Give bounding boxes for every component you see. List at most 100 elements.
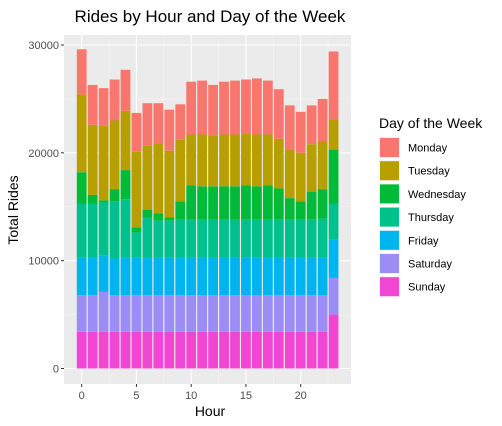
bar-segment-sunday	[219, 331, 229, 369]
legend-label-wednesday: Wednesday	[408, 189, 466, 201]
y-axis: 0 10000 20000 30000	[28, 40, 64, 376]
bar-segment-monday	[284, 105, 295, 150]
bar-segment-tuesday	[131, 151, 142, 228]
bar-segment-friday	[76, 257, 87, 296]
bar-segment-tuesday	[230, 134, 240, 187]
bar-segment-friday	[295, 257, 306, 296]
bar-segment-thursday	[273, 219, 284, 258]
x-tick-label: 15	[240, 390, 252, 402]
bar-segment-saturday	[109, 295, 120, 332]
y-tick-label: 10000	[28, 256, 59, 268]
bar-segment-friday	[230, 257, 240, 296]
bar-segment-saturday	[164, 295, 175, 332]
bar-segment-sunday	[252, 331, 262, 369]
bar-segment-monday	[219, 81, 229, 135]
bar-segment-saturday	[87, 295, 98, 332]
bar-segment-saturday	[131, 295, 142, 332]
bar-segment-saturday	[262, 295, 273, 332]
bar-segment-thursday	[175, 219, 186, 258]
legend-swatch-wednesday	[380, 184, 399, 204]
bar-segment-monday	[208, 84, 218, 136]
bar-segment-sunday	[109, 331, 120, 369]
bar-segment-tuesday	[87, 124, 98, 195]
bar-segment-thursday	[208, 219, 218, 258]
legend-label-tuesday: Tuesday	[408, 166, 450, 178]
bar-segment-friday	[328, 239, 339, 278]
bar-segment-saturday	[219, 295, 229, 332]
y-tick-label: 0	[53, 364, 59, 376]
bar-segment-thursday	[328, 203, 339, 240]
legend-label-sunday: Sunday	[408, 282, 446, 294]
bar-segment-thursday	[252, 219, 262, 258]
bar-segment-monday	[273, 89, 284, 139]
bar-segment-monday	[98, 88, 109, 126]
bar-segment-sunday	[208, 331, 218, 369]
legend-swatch-saturday	[380, 254, 399, 273]
bar-segment-wednesday	[306, 191, 317, 220]
bar-segment-monday	[186, 81, 197, 135]
bar-segment-thursday	[98, 202, 109, 256]
bar-segment-wednesday	[328, 149, 339, 204]
bar-segment-friday	[175, 257, 186, 296]
bar-segment-wednesday	[273, 188, 284, 220]
bar-segment-thursday	[109, 201, 120, 259]
bar-segment-tuesday	[142, 145, 153, 210]
bar-segment-wednesday	[109, 189, 120, 202]
bar-segment-sunday	[306, 331, 317, 369]
legend-swatch-sunday	[380, 277, 399, 297]
bar-segment-friday	[164, 257, 175, 296]
bar-segment-thursday	[120, 199, 131, 258]
bar-segment-monday	[87, 84, 98, 125]
bar-segment-saturday	[175, 295, 186, 332]
x-tick-label: 20	[295, 390, 307, 402]
bar-segment-wednesday	[317, 189, 328, 219]
legend-items: Monday Tuesday Wednesday Thursday Friday Satu…	[379, 137, 466, 298]
bar-segment-monday	[175, 104, 186, 140]
bar-segment-sunday	[186, 331, 197, 369]
bar-segment-sunday	[241, 331, 251, 369]
legend-label-monday: Monday	[408, 143, 448, 155]
bar-segment-wednesday	[241, 185, 251, 220]
bar-segment-friday	[208, 257, 218, 296]
bar-segment-monday	[241, 79, 251, 134]
bar-segment-tuesday	[328, 119, 339, 150]
bar-segment-saturday	[197, 295, 208, 332]
x-tick-label: 5	[133, 390, 139, 402]
bar-segment-sunday	[131, 331, 142, 369]
bar-segment-thursday	[164, 220, 175, 258]
bar-segment-tuesday	[317, 140, 328, 190]
bar-segment-monday	[76, 49, 87, 95]
bar-segment-thursday	[284, 219, 295, 258]
x-tick-label: 10	[185, 390, 197, 402]
bar-segment-thursday	[197, 219, 208, 258]
bar-segment-saturday	[208, 295, 218, 332]
bar-segment-thursday	[241, 219, 251, 258]
bar-segment-friday	[120, 257, 131, 296]
bar-segment-wednesday	[153, 213, 164, 221]
x-axis-title: Hour	[195, 403, 226, 419]
bar-segment-sunday	[175, 331, 186, 369]
bar-segment-friday	[142, 257, 153, 296]
bar-segment-sunday	[197, 331, 208, 369]
bar-segment-monday	[109, 79, 120, 121]
bar-segment-thursday	[87, 203, 98, 258]
legend-swatch-tuesday	[380, 161, 399, 181]
bar-segment-friday	[284, 257, 295, 296]
bar-segment-friday	[131, 257, 142, 296]
legend-swatch-friday	[380, 230, 399, 250]
bar-segment-wednesday	[262, 185, 273, 220]
bar-segment-sunday	[295, 331, 306, 369]
bar-segment-saturday	[295, 295, 306, 332]
bar-segment-monday	[164, 109, 175, 151]
bar-segment-sunday	[328, 314, 339, 369]
bar-segment-wednesday	[219, 186, 229, 220]
bar-segment-friday	[252, 257, 262, 296]
bar-segment-friday	[186, 257, 197, 296]
bar-segment-monday	[295, 111, 306, 153]
bar-segment-sunday	[120, 331, 131, 369]
bar-segment-tuesday	[284, 149, 295, 199]
bar-segment-thursday	[219, 219, 229, 258]
bar-segment-thursday	[142, 217, 153, 258]
bar-segment-saturday	[98, 291, 109, 332]
